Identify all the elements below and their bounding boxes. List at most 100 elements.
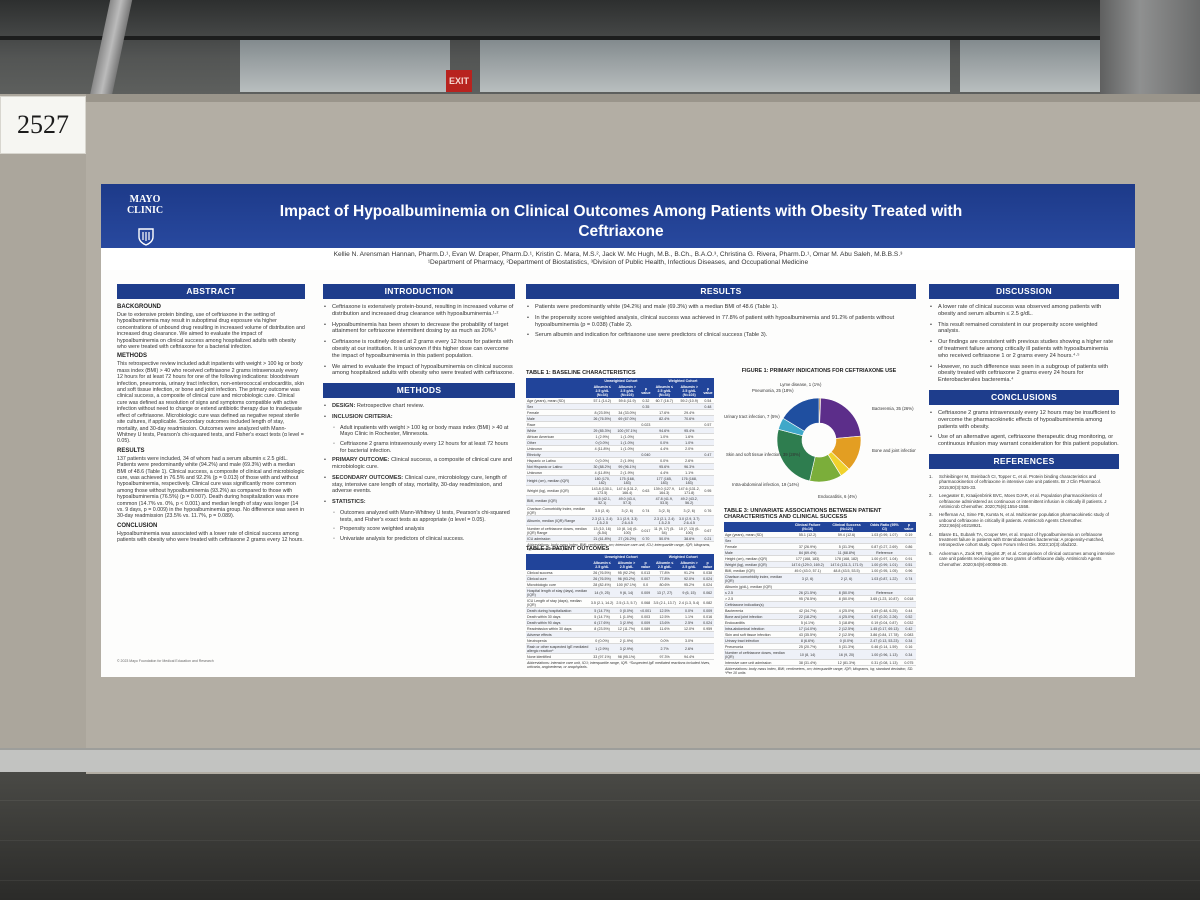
abstract-conclusion: Hypoalbuminemia was associated with a lo… bbox=[117, 530, 304, 544]
pie-chart: Lyme disease, 1 (1%) Bacteremia, 35 (26%)… bbox=[724, 382, 937, 499]
table-cell bbox=[651, 451, 677, 458]
table-cell: 69 (67.0%) bbox=[614, 415, 640, 422]
table-cell: 0.86 bbox=[901, 543, 916, 550]
results-bullet: Serum albumin and indication for ceftria… bbox=[526, 332, 916, 339]
table-cell: 2.3 (2.1, 2.4) 1.5-2.5 bbox=[651, 515, 677, 526]
table-row: Number of ceftriaxone doses, median (IQR… bbox=[526, 525, 714, 536]
table-cell: 2.0% bbox=[676, 445, 702, 452]
table-cell: Male bbox=[526, 415, 590, 422]
table-cell: 2.6% bbox=[676, 457, 702, 464]
table-footnote: Abbreviations: body mass index, BMI; cen… bbox=[725, 666, 914, 675]
table-cell: 0.46 (0.14, 1.59) bbox=[867, 643, 902, 650]
table-header-cell bbox=[526, 384, 590, 398]
table-cell: 8 (6.6%) bbox=[789, 637, 826, 644]
table-cell: 22 (18.2%) bbox=[789, 613, 826, 620]
table-cell: 147.6 (131.2, 171.8) bbox=[676, 485, 702, 496]
table-cell: Race bbox=[526, 421, 590, 428]
table-cell: 0.34 bbox=[901, 637, 916, 644]
table-cell: 0.016 bbox=[701, 613, 714, 620]
table-cell: 0.038 bbox=[701, 570, 714, 576]
table-cell: Albumin (g/dL), median (IQR) bbox=[724, 583, 790, 590]
table-cell: Microbiologic cure bbox=[526, 581, 590, 588]
table-cell: Pneumonia bbox=[724, 643, 790, 650]
table-cell bbox=[701, 631, 714, 638]
table-cell: 12 (81.3%) bbox=[825, 659, 868, 666]
discussion-bullet: A lower rate of clinical success was obs… bbox=[929, 304, 1119, 318]
table-cell: 0.083 bbox=[901, 631, 916, 638]
table-cell: 0.21 bbox=[701, 535, 714, 542]
table-cell: Hispanic or Latino bbox=[526, 457, 590, 464]
table-row: Endocarditis 5 (4.1%) 3 (18.8%) 0.19 (0.04,… bbox=[724, 619, 916, 626]
table-cell: 1.45 (0.17, 69.13) bbox=[867, 625, 902, 632]
table-cell: Bone and joint infection bbox=[724, 613, 790, 620]
table-cell bbox=[789, 601, 826, 608]
exit-sign: EXIT bbox=[446, 70, 472, 92]
table-group-header: Weighted Cohort bbox=[651, 378, 714, 384]
table-cell: 0.032 bbox=[901, 619, 916, 626]
table-header-cell: Clinical Success (N=121) bbox=[825, 522, 868, 532]
table-cell bbox=[614, 421, 640, 428]
table-cell bbox=[639, 515, 652, 526]
table-cell: 175 (168, 183) bbox=[614, 475, 640, 486]
table-cell bbox=[901, 601, 916, 608]
table-cell: 1 (2.9%) bbox=[589, 433, 615, 440]
table-cell: 2 (1.9%) bbox=[614, 637, 639, 644]
table-cell: 59.6 (11.9) bbox=[614, 398, 640, 404]
inclusion-bullet: Ceftriaxone 2 grams intravenously every … bbox=[323, 441, 515, 454]
table-cell bbox=[901, 537, 916, 544]
table-cell: 0.34 bbox=[901, 649, 916, 660]
table-cell: 4.4% bbox=[651, 445, 677, 452]
table-cell: 9 (6, 15) bbox=[676, 587, 702, 598]
pie-slice bbox=[782, 397, 820, 432]
table-cell: 5 (14.7%) bbox=[589, 613, 615, 620]
table-row: Urinary tract infection 8 (6.6%) 0 (0.0%) 2… bbox=[724, 637, 916, 644]
table-header-cell: Albumin ≤ 2.5 g/dL bbox=[589, 560, 615, 570]
table-cell: Number of ceftriaxone doses, median (IQR… bbox=[724, 649, 790, 660]
table-cell: 0.009 bbox=[638, 587, 653, 598]
table-cell: 0.76 bbox=[701, 505, 714, 516]
table-cell bbox=[701, 409, 714, 416]
table-cell bbox=[614, 631, 639, 638]
table-cell: 70.6% bbox=[676, 415, 702, 422]
table-cell bbox=[701, 457, 714, 464]
table-cell: 3 (2, 6) bbox=[676, 505, 702, 516]
subsection-heading: BACKGROUND bbox=[117, 304, 161, 310]
table-cell: 17 (14.0%) bbox=[789, 625, 826, 632]
table-cell: 0.082 bbox=[701, 597, 714, 608]
table-row: Male 26 (76.5%) 69 (67.0%) 82.4% 70.6% bbox=[526, 415, 714, 422]
table-cell: 0.35 bbox=[639, 403, 652, 410]
table-cell: 0.48 bbox=[701, 403, 714, 410]
table-cell: 0.51 bbox=[901, 561, 916, 568]
table-row: Ethnicity 0.040 0.47 bbox=[526, 451, 714, 458]
table-row: Bone and joint infection 22 (18.2%) 4 (25.… bbox=[724, 613, 916, 620]
table-cell: 26 (76.5%) bbox=[589, 575, 615, 582]
table-cell: 3 (2.9%) bbox=[614, 643, 639, 654]
section-heading: ABSTRACT bbox=[117, 284, 305, 299]
ceiling-beam bbox=[0, 36, 1200, 40]
table-row: Death during hospitalization 5 (14.7%) 0 (… bbox=[526, 607, 714, 614]
table-cell bbox=[639, 433, 652, 440]
section-heading: DISCUSSION bbox=[929, 284, 1119, 299]
table-cell: 5 (31.3%) bbox=[825, 543, 868, 550]
table-cell: 13 (10, 16) (6-54) bbox=[589, 525, 615, 536]
table-row: Rash or other suspected IgE mediated all… bbox=[526, 643, 714, 654]
table-1: TABLE 1: BASELINE CHARACTERISTICS Unweig… bbox=[526, 370, 714, 551]
author-list: Kellie N. Arensman Hannan, Pharm.D.¹, Ev… bbox=[333, 251, 903, 258]
table-cell: 0.0% bbox=[651, 457, 677, 464]
table-row: BMI, median (IQR) 49.0 (43.0, 57.1) 48.8 (… bbox=[724, 567, 916, 574]
table-cell: Sex bbox=[724, 537, 790, 544]
table-row: Death within 90 days 6 (17.6%) 3 (2.9%) 0.0… bbox=[526, 619, 714, 626]
table-cell: 0.959 bbox=[701, 625, 714, 632]
table-cell: 0.70 bbox=[639, 535, 652, 542]
table-cell: 60.7 (16.7) bbox=[651, 398, 677, 404]
table-cell: 4 (11.8%) bbox=[589, 445, 615, 452]
table-cell: 49.0 (43.0, 57.1) bbox=[789, 567, 826, 574]
statistics-bullet: Univariate analysis for predictors of cl… bbox=[323, 536, 515, 543]
table-cell: 95 (92.2%) bbox=[614, 570, 639, 576]
table-cell: 0.19 (0.04, 0.87) bbox=[867, 619, 902, 626]
table-cell: 11 (68.8%) bbox=[825, 549, 868, 556]
table-cell: 4 (11.8%) bbox=[589, 469, 615, 476]
table-cell: 177 (168, 183) bbox=[789, 555, 826, 562]
discussion-bullet: However, no such difference was seen in … bbox=[929, 364, 1119, 384]
table-cell bbox=[639, 495, 652, 506]
